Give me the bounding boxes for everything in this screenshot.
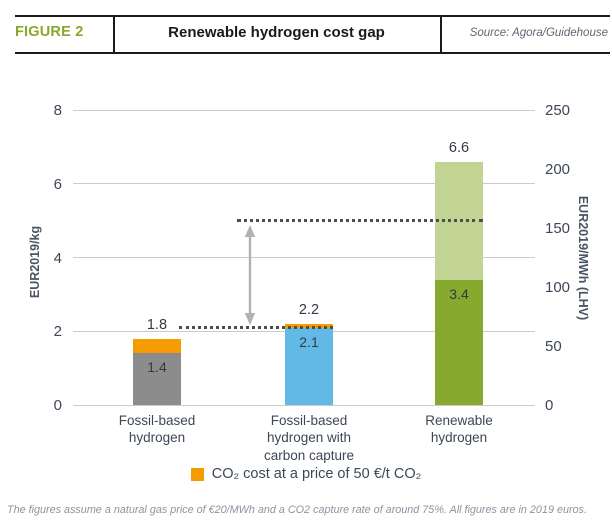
y-axis-right-title: EUR2019/MWh (LHV) (576, 195, 590, 321)
gridline (73, 257, 535, 258)
y-axis-left-tick-label: 2 (53, 323, 62, 341)
bar-segment-co2-cost (133, 338, 181, 354)
bar-total-label: 6.6 (448, 139, 470, 156)
y-axis-left-tick-label: 0 (53, 397, 62, 414)
legend: CO₂ cost at a price of 50 €/t CO₂ (0, 466, 612, 482)
gridline (73, 109, 535, 111)
gridline (73, 404, 535, 406)
reference-line-high (237, 218, 483, 222)
reference-line-low (179, 325, 333, 329)
footnote: The figures assume a natural gas price o… (7, 504, 587, 516)
gridline (73, 183, 535, 185)
bar-segment-cost-lower (435, 279, 483, 405)
category-label: Fossil-based hydrogen (118, 413, 196, 446)
figure-source: Source: Agora/Guidehouse (469, 27, 608, 39)
y-axis-right-tick-label: 50 (545, 338, 562, 355)
legend-swatch-co2-cost (190, 467, 204, 481)
y-axis-left-tick-label: 8 (53, 102, 62, 119)
bar-segment-production-cost (285, 327, 333, 405)
y-axis-left-tick-label: 4 (53, 249, 62, 267)
header-top-rule (15, 15, 610, 17)
figure-title: Renewable hydrogen cost gap (168, 24, 385, 41)
y-axis-left-tick-label: 6 (53, 175, 62, 193)
header-divider-1 (113, 15, 115, 54)
category-label: Fossil-based hydrogen with carbon captur… (263, 413, 355, 463)
bar-segment-value-label: 1.4 (147, 359, 167, 376)
y-axis-right-tick-label: 150 (545, 220, 571, 237)
bar-segment-value-label: 3.4 (449, 285, 469, 302)
y-axis-right-tick-label: 200 (545, 161, 571, 178)
bar-segment-production-cost (133, 353, 181, 405)
y-axis-right-tick-label: 0 (545, 397, 554, 414)
bar-total-label: 2.2 (298, 301, 320, 318)
figure-tag: FIGURE 2 (15, 24, 84, 40)
bar-segment-value-label: 2.1 (299, 333, 319, 350)
y-axis-right-tick-label: 100 (545, 279, 571, 296)
category-label: Renewable hydrogen (425, 413, 493, 446)
y-axis-left-title: EUR2019/kg (28, 225, 42, 299)
header-bottom-rule (15, 52, 610, 54)
y-axis-right-tick-label: 250 (545, 102, 571, 119)
bar-total-label: 1.8 (146, 316, 168, 333)
header-divider-2 (440, 15, 442, 54)
gap-arrow (244, 224, 256, 325)
legend-label: CO₂ cost at a price of 50 €/t CO₂ (211, 466, 422, 482)
